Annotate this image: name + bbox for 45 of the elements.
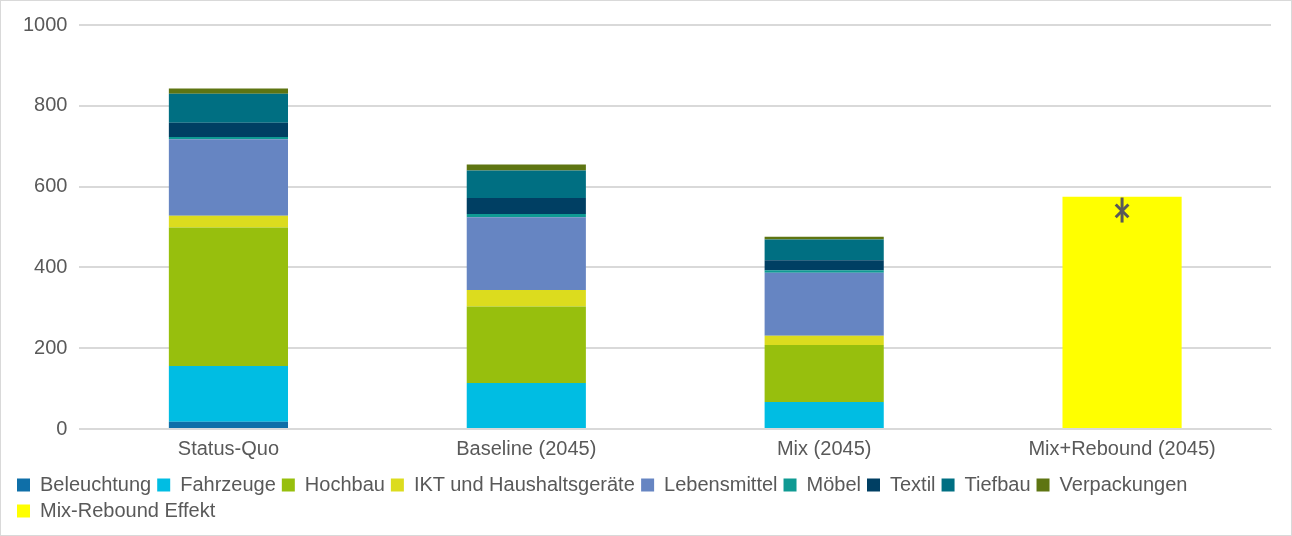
legend-label: Tiefbau [964,472,1031,495]
bar [168,365,289,422]
bar [168,122,289,137]
bar [168,227,289,366]
legend-label: IKT und Haushaltsgeräte [413,472,635,495]
bar [168,88,289,94]
bar [466,170,586,198]
y-tick-label: 1000 [22,12,68,35]
legend-label: Lebensmittel [664,472,778,495]
y-tick-label: 800 [34,93,68,116]
y-tick-label: 200 [34,335,68,358]
bar [764,344,884,402]
bar [168,421,289,428]
y-tick-label: 400 [34,254,68,277]
y-tick-label: 0 [56,416,68,439]
x-tick-label: Status-Quo [177,436,280,459]
x-tick-label: Mix (2045) [776,436,872,459]
bar [1062,196,1182,428]
legend-label: Verpackungen [1059,472,1188,495]
legend-label: Hochbau [304,472,385,495]
bar [466,164,586,171]
legend-label: Fahrzeuge [180,472,276,495]
x-tick-label: Mix+Rebound (2045) [1028,436,1216,459]
bar [764,401,884,428]
bar [764,272,884,336]
y-tick-label: 600 [34,174,68,197]
legend-label: Textil [889,472,936,495]
bar [466,214,586,218]
bar [168,93,289,123]
legend-label: Möbel [806,472,861,495]
bar [466,382,586,428]
legend-label: Beleuchtung [40,472,152,495]
bar [764,236,884,240]
bar [466,197,586,215]
x-tick-label: Baseline (2045) [456,436,597,459]
bar [466,290,586,307]
bar [168,139,289,216]
bar [466,217,586,291]
bar [764,270,884,273]
legend-label: Mix-Rebound Effekt [40,498,216,521]
bar [466,306,586,383]
bar [764,260,884,271]
bar [764,239,884,261]
bar [168,215,289,228]
bar [764,335,884,345]
